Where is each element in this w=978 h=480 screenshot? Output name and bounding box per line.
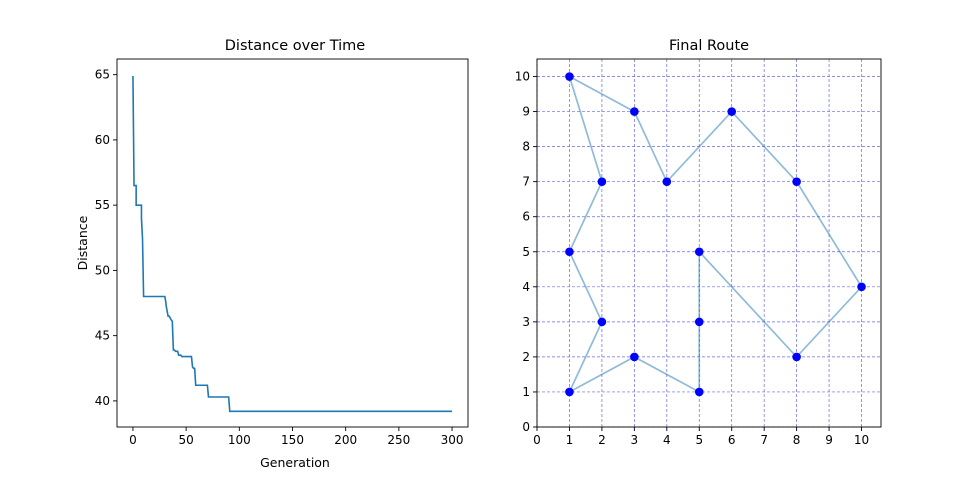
x-tick-label: 8	[793, 433, 801, 447]
x-tick-label: 7	[760, 433, 768, 447]
route-point	[694, 247, 704, 257]
x-tick-label: 100	[228, 433, 251, 447]
y-tick-label: 3	[522, 315, 530, 329]
route-point	[694, 387, 704, 397]
x-tick-label: 2	[598, 433, 606, 447]
y-tick-label: 5	[522, 245, 530, 259]
route-point	[597, 317, 607, 327]
x-tick-label: 250	[387, 433, 410, 447]
x-tick-label: 6	[728, 433, 736, 447]
route-point	[792, 177, 801, 186]
y-tick-label: 55	[95, 198, 110, 212]
chart-title: Distance over Time	[225, 38, 366, 54]
y-tick-label: 4	[522, 280, 530, 294]
y-tick-label: 65	[95, 68, 110, 82]
chart-title: Final Route	[669, 38, 749, 54]
plot-area: 0 50 100 150 200 250 300 40 45 50 55 60 65	[95, 58, 469, 447]
route-point	[565, 247, 574, 257]
route-point	[792, 352, 801, 362]
x-tick-label: 9	[825, 433, 833, 447]
route-point	[565, 387, 574, 397]
distance-over-time-chart: Distance over Time 0 50 100 150 200 250 300 40 4…	[75, 38, 469, 470]
y-tick-label: 1	[522, 385, 530, 399]
route-point	[565, 72, 574, 81]
final-route-chart: Final Route 0 1 2 3 4 5 6 7 8 9 10 0 1 2 3 4 5 6 7 8 9 10	[515, 38, 882, 447]
y-tick-label: 10	[515, 70, 530, 84]
x-tick-label: 50	[178, 433, 193, 447]
route-point	[694, 317, 704, 327]
y-tick-label: 9	[522, 105, 530, 119]
x-tick-label: 200	[334, 433, 357, 447]
x-axis-label: Generation	[260, 455, 330, 470]
x-tick-label: 4	[663, 433, 671, 447]
axes-frame	[536, 58, 882, 428]
x-tick-label: 0	[129, 433, 137, 447]
y-tick-label: 40	[95, 394, 110, 408]
y-tick-label: 8	[522, 140, 530, 154]
route-point	[727, 107, 737, 116]
axes-frame	[116, 58, 469, 428]
y-tick-label: 2	[522, 350, 530, 364]
y-tick-label: 6	[522, 210, 530, 224]
plot-area: 0 1 2 3 4 5 6 7 8 9 10 0 1 2 3 4 5 6 7 8 9 10	[515, 58, 882, 447]
y-tick-label: 7	[522, 175, 530, 189]
y-tick-label: 50	[95, 263, 110, 277]
route-line	[567, 75, 863, 394]
x-tick-label: 1	[566, 433, 574, 447]
route-point	[630, 107, 639, 116]
x-tick-label: 300	[441, 433, 464, 447]
distance-series-line	[132, 75, 453, 413]
y-tick-label: 0	[522, 420, 530, 434]
y-axis-label: Distance	[75, 215, 90, 270]
x-tick-label: 5	[695, 433, 703, 447]
x-tick-label: 0	[533, 433, 541, 447]
x-tick-label: 150	[281, 433, 304, 447]
route-point	[662, 177, 672, 186]
route-point	[630, 352, 639, 362]
route-point	[597, 177, 607, 186]
x-tick-label: 10	[854, 433, 869, 447]
y-tick-label: 45	[95, 329, 110, 343]
route-point	[857, 282, 866, 292]
x-tick-label: 3	[631, 433, 639, 447]
y-tick-label: 60	[95, 133, 110, 147]
